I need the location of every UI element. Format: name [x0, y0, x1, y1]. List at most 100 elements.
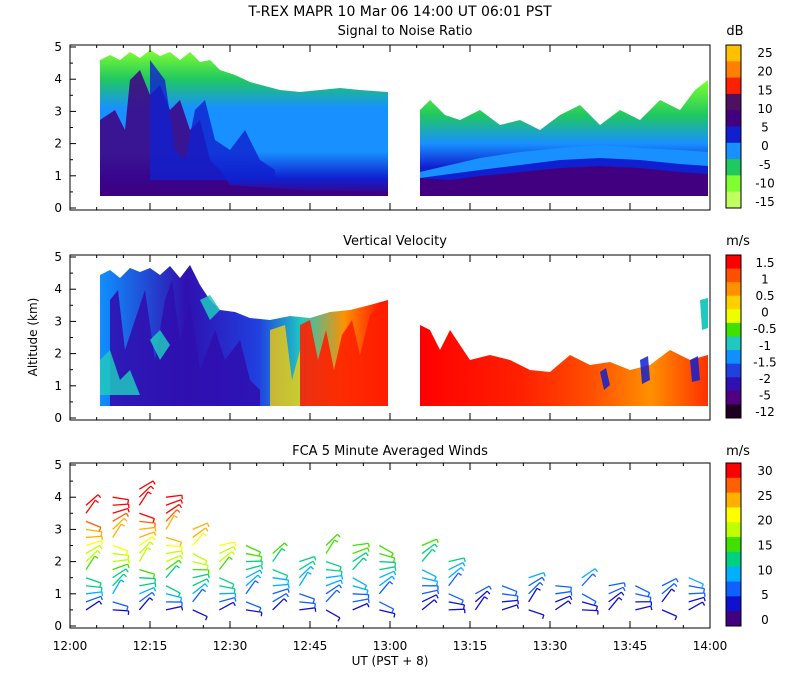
wind-barb-flag [336, 589, 341, 594]
wind-barb [245, 601, 262, 609]
wind-barb-flag [234, 541, 237, 547]
colorbar-label: -2 [759, 372, 771, 386]
x-tick-label: 13:30 [533, 639, 568, 653]
wind-barb [85, 577, 102, 584]
y-tick-label: 4 [54, 282, 62, 296]
wind-barb-flag [393, 613, 396, 618]
wind-barb [501, 593, 518, 597]
wind-barb [112, 544, 128, 552]
winds-panel: FCA 5 Minute Averaged Winds 0 1 2 3 4 5 12:00… [53, 444, 773, 668]
wind-barb [138, 485, 152, 498]
wind-barb [379, 552, 395, 559]
x-tick-labels: 12:00 12:15 12:30 12:45 13:00 13:15 13:30 13:45… [53, 639, 728, 653]
wind-barb-flag [570, 591, 573, 596]
snr-core-right [420, 166, 708, 196]
wind-barb-flag [543, 572, 546, 577]
velocity-y-ticks: 0 1 2 3 4 5 [54, 250, 76, 425]
wind-barb [192, 588, 203, 603]
winds-colorbar-unit: m/s [726, 444, 750, 459]
snr-streaks-left [150, 60, 275, 180]
wind-barb [352, 557, 365, 571]
snr-inner-right [420, 158, 708, 180]
wind-barb [139, 520, 156, 524]
wind-barb-flag [147, 491, 152, 495]
wind-barb [272, 577, 289, 581]
wind-barb [325, 589, 338, 603]
velocity-y-axis-label: Altitude (km) [26, 298, 40, 377]
colorbar-swatch [726, 463, 741, 479]
wind-barb [165, 605, 182, 611]
velocity-field [100, 265, 708, 406]
colorbar-label: 5 [761, 588, 769, 602]
wind-barb [165, 554, 181, 563]
wind-barb [192, 583, 206, 595]
velocity-panel-title: Vertical Velocity [343, 234, 447, 249]
wind-barb [85, 591, 102, 595]
wind-barb-flag [284, 542, 288, 547]
velocity-colorbar: 1.5 1 0.5 0 -0.5 -1 -1.5 -2 -5 -12 [725, 254, 777, 419]
wind-barb-flag [154, 582, 157, 588]
wind-barb [112, 512, 127, 522]
wind-barb [581, 601, 598, 607]
colorbar-label: -5 [759, 158, 771, 172]
colorbar-label: 15 [757, 83, 772, 97]
wind-barb [112, 523, 122, 538]
x-tick-label: 13:00 [373, 639, 408, 653]
wind-barb-flag [671, 588, 676, 592]
wind-barb [272, 548, 283, 562]
wind-barb-flag [484, 596, 489, 600]
wind-barb-flag [462, 562, 466, 567]
wind-barb [139, 531, 155, 539]
wind-barb [219, 546, 235, 555]
colorbar-label: 20 [757, 65, 772, 79]
colorbar-swatch [726, 611, 741, 627]
wind-barb [661, 588, 673, 603]
wind-barb [192, 573, 209, 579]
wind-barb [165, 515, 175, 530]
wind-barb [218, 551, 233, 563]
wind-barb [192, 527, 206, 538]
wind-barb [421, 594, 437, 603]
colorbar-label: 0 [761, 139, 769, 153]
wind-barb [219, 541, 236, 547]
wind-barb [581, 609, 599, 612]
wind-barb-flag [178, 559, 182, 564]
wind-barb-flag [341, 575, 344, 580]
wind-barb-flag [435, 594, 439, 599]
wind-barb [165, 585, 181, 594]
wind-barb [448, 593, 464, 601]
wind-barb [378, 575, 393, 587]
wind-barb-flag [153, 587, 157, 592]
wind-barb-flag [123, 517, 128, 522]
colorbar-swatch [726, 596, 741, 612]
wind-barb-flag [179, 597, 183, 602]
colorbar-swatch [726, 522, 741, 538]
wind-barb [112, 517, 125, 530]
wind-barb [448, 557, 465, 563]
wind-barb-flag [488, 585, 492, 590]
wind-barb-flag [701, 583, 704, 589]
wind-barb [528, 582, 541, 595]
wind-barb [272, 583, 289, 587]
wind-barb-flag [204, 616, 208, 621]
wind-barb-flag [433, 576, 437, 581]
wind-barb [219, 592, 236, 595]
wind-barb [299, 607, 316, 611]
wind-barb [192, 522, 208, 530]
wind-barb [272, 598, 285, 611]
wind-barb [325, 584, 340, 595]
y-tick-label: 1 [54, 379, 62, 393]
wind-barb-flag [173, 514, 178, 519]
winds-panel-title: FCA 5 Minute Averaged Winds [292, 444, 488, 459]
wind-barb-flag [125, 550, 129, 555]
wind-barb [219, 585, 236, 590]
wind-barb [112, 503, 129, 506]
wind-barb [112, 563, 128, 571]
wind-barb-flag [260, 612, 263, 617]
wind-barb-flag [365, 552, 369, 557]
colorbar-swatch [726, 191, 741, 209]
wind-barb [138, 591, 153, 603]
wind-barb [688, 592, 705, 595]
wind-barb [112, 507, 129, 514]
